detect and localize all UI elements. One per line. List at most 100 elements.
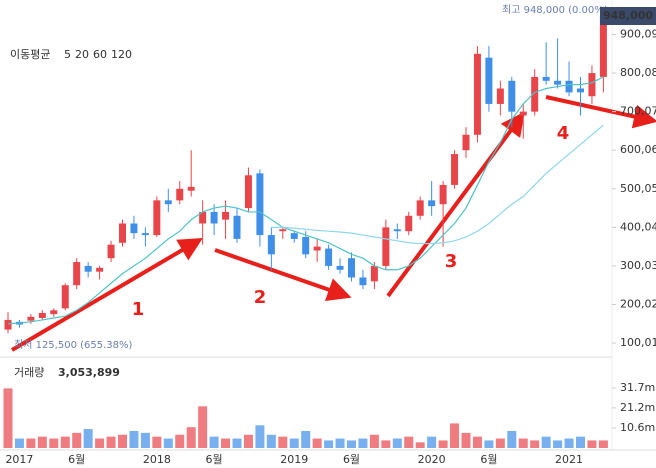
volume-bar [404,436,414,448]
volume-bar [301,430,311,448]
volume-bar [72,432,82,448]
volume-bar [381,440,391,448]
candle-body [302,236,310,255]
volume-bar [347,440,356,448]
y-tick-label: 100,010 [620,336,656,349]
price-tag-label: 948,000 [603,9,653,22]
volume-bar [518,438,528,448]
volume-bar [14,438,24,448]
legend-title: 이동평균 [10,48,50,61]
candle-body [210,211,218,224]
candle-body [473,53,481,135]
volume-bar [232,438,242,448]
candle-body [519,111,527,116]
candle-body [451,154,459,185]
candle-body [107,244,115,259]
volume-bar [472,436,482,448]
volume-bar [95,438,105,448]
candle-body [27,316,35,321]
candle-body [4,319,12,330]
candle-body [325,248,333,266]
ma-line [7,76,604,325]
volume-bar [106,436,116,448]
candle-body [222,211,230,220]
candle-body [588,73,596,97]
volume-bar [140,432,150,448]
candle-body [382,227,390,266]
volume-bar [118,434,127,448]
x-tick-label: 6월 [480,453,497,466]
candle-body [164,200,172,205]
volume-bar [484,440,494,448]
candle-body [130,223,138,234]
y-tick-label: 400,040 [620,220,656,233]
candle-body [313,246,321,251]
volume-bar [541,436,551,448]
candle-body [61,285,69,309]
volume-tick-label: 21.2m [620,401,655,414]
volume-bar [266,434,276,448]
arrow [545,95,656,129]
candle-body [96,267,104,272]
annotation: 2 [254,287,267,308]
high-label: 최고 948,000 (0.00%) [502,4,608,16]
candle-body [153,200,161,236]
candle-body [199,211,207,224]
candle-body [256,173,264,236]
y-tick-label: 500,050 [620,182,656,195]
candle-body [554,80,562,85]
volume-bar [495,438,505,448]
volume-tick-label: 10.6m [620,421,655,434]
volume-tick-label: 31.7m [620,381,655,394]
annotation: 4 [557,123,570,144]
annotation: 3 [445,251,458,272]
y-tick-label: 800,080 [620,66,656,79]
ma-line [271,124,604,245]
volume-bar [3,388,13,448]
arrow [386,111,525,298]
candle-body [542,76,550,81]
x-tick-label: 2017 [5,453,33,466]
candle-body [336,265,344,270]
candle-body [290,233,298,239]
candle-body [233,215,241,239]
annotation: 1 [132,299,145,320]
volume-bar [587,440,597,448]
y-tick-label: 900,090 [620,27,656,40]
volume-bar [152,436,162,448]
candle-body [565,80,573,93]
candle-body [577,88,584,93]
candle-body [38,312,46,318]
low-label: 최저 125,500 (655.38%) [14,339,133,351]
volume-bar [60,436,70,448]
x-tick-label: 2019 [280,453,308,466]
arrow [10,237,203,352]
volume-bar [507,430,517,448]
candle-body [176,188,184,201]
legend-entry: 120 [111,48,132,61]
volume-bar [553,440,563,448]
candle-body [439,184,447,205]
volume-bar [278,436,288,448]
volume-bar [175,434,185,448]
candle-body [485,57,493,104]
volume-bar [221,438,231,448]
candle-body [359,277,367,286]
candle-body [508,80,516,112]
candle-body [84,265,92,272]
y-tick-label: 200,020 [620,297,656,310]
volume-bar [427,436,437,448]
y-tick-label: 300,030 [620,259,656,272]
x-tick-label: 6월 [206,453,223,466]
candle-body [348,258,355,278]
volume-last: 3,053,899 [58,366,120,379]
volume-bar [312,438,322,448]
candle-body [462,134,470,151]
volume-bar [83,429,93,448]
volume-bar [461,432,471,448]
legend-entry: 60 [93,48,107,61]
arrows [10,95,656,352]
volume-bar [37,436,47,448]
volume-bar [415,442,425,448]
price-tag [600,7,656,25]
